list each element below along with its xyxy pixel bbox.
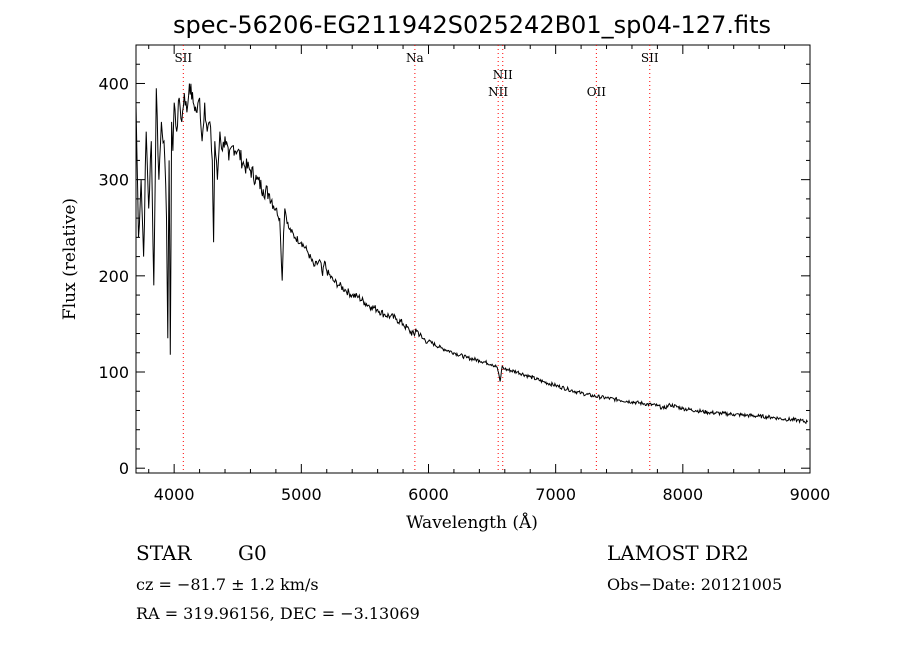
- x-tick-label: 5000: [281, 485, 322, 504]
- plot-frame: [135, 44, 811, 474]
- y-tick-label: 0: [119, 459, 129, 478]
- line-marker-label: SII: [174, 51, 192, 65]
- line-marker-label: NII: [493, 68, 513, 82]
- x-tick-label: 9000: [790, 485, 831, 504]
- x-tick-label: 8000: [662, 485, 703, 504]
- axis-ticks: 4000 5000 6000 7000 8000 9000 0 100 200 300 400: [98, 45, 830, 504]
- y-tick-label: 300: [98, 171, 129, 190]
- object-subclass: G0: [238, 541, 267, 565]
- x-axis-label: Wavelength (Å): [406, 512, 538, 533]
- radial-velocity: cz = −81.7 ± 1.2 km/s: [136, 575, 319, 594]
- x-tick-label: 7000: [535, 485, 576, 504]
- x-tick-label: 6000: [408, 485, 449, 504]
- object-class: STAR: [136, 541, 192, 565]
- line-marker-label: OII: [587, 85, 607, 99]
- line-marker-label: NII: [488, 85, 508, 99]
- y-axis-label: Flux (relative): [60, 198, 80, 320]
- emission-line-markers: SII Na NII NII OII SII: [174, 45, 659, 473]
- y-tick-label: 100: [98, 363, 129, 382]
- chart-title: spec-56206-EG211942S025242B01_sp04-127.f…: [173, 11, 771, 39]
- y-tick-label: 200: [98, 267, 129, 286]
- line-marker-label: SII: [641, 51, 659, 65]
- survey-name: LAMOST DR2: [607, 541, 749, 565]
- line-marker-label: Na: [406, 51, 424, 65]
- observation-date: Obs−Date: 20121005: [607, 575, 783, 594]
- x-tick-label: 4000: [154, 485, 195, 504]
- spectrum-line: [135, 83, 808, 425]
- y-tick-label: 400: [98, 74, 129, 93]
- coordinates: RA = 319.96156, DEC = −3.13069: [136, 604, 420, 623]
